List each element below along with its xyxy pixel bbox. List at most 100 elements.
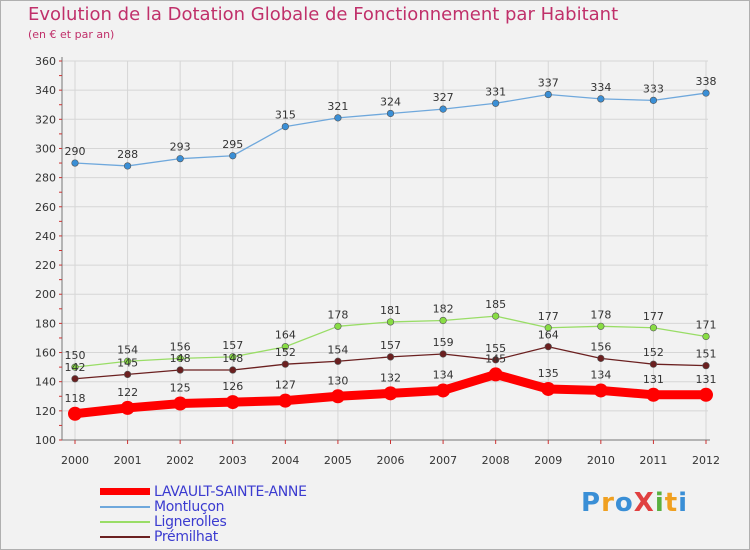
data-label-montlucon-2012: 338 bbox=[696, 75, 717, 88]
data-point-lavault-2004 bbox=[278, 393, 293, 408]
data-label-lignerolles-2005: 178 bbox=[327, 308, 348, 321]
data-label-lavault-2011: 131 bbox=[643, 373, 664, 386]
data-label-lignerolles-2007: 182 bbox=[433, 302, 454, 315]
data-label-premilhat-2011: 152 bbox=[643, 346, 664, 359]
data-label-premilhat-2012: 151 bbox=[696, 348, 717, 361]
data-label-lavault-2006: 132 bbox=[380, 371, 401, 384]
data-point-lignerolles-2011 bbox=[649, 324, 658, 332]
x-tick-label-2009: 2009 bbox=[534, 454, 562, 467]
x-tick-label-2005: 2005 bbox=[324, 454, 352, 467]
data-point-lavault-2002 bbox=[173, 396, 188, 411]
data-point-lavault-2008 bbox=[488, 367, 503, 382]
y-tick-label-320: 320 bbox=[35, 113, 56, 126]
series-lines bbox=[68, 89, 713, 421]
data-point-lavault-2001 bbox=[120, 400, 135, 415]
data-point-lignerolles-2008 bbox=[492, 312, 500, 320]
y-tick-label-220: 220 bbox=[35, 259, 56, 272]
data-point-premilhat-2008 bbox=[492, 356, 500, 364]
data-point-montlucon-2005 bbox=[334, 114, 342, 122]
data-point-lavault-2012 bbox=[699, 387, 713, 402]
data-label-montlucon-2003: 295 bbox=[222, 138, 243, 151]
x-tick-label-2004: 2004 bbox=[271, 454, 299, 467]
data-label-montlucon-2011: 333 bbox=[643, 82, 664, 95]
y-tick-label-260: 260 bbox=[35, 201, 56, 214]
data-point-lignerolles-2005 bbox=[334, 322, 342, 330]
data-point-premilhat-2004 bbox=[281, 360, 289, 368]
data-point-premilhat-2006 bbox=[386, 353, 395, 361]
data-point-premilhat-2000 bbox=[71, 375, 79, 383]
proxiti-logo: ProXiti bbox=[581, 488, 688, 518]
data-labels: 290 288 293 295 315 321 324 327 331 337 334 333 338 1… bbox=[65, 75, 717, 405]
data-point-montlucon-2007 bbox=[439, 105, 447, 113]
data-label-montlucon-2007: 327 bbox=[433, 91, 454, 104]
data-point-montlucon-2002 bbox=[176, 155, 184, 163]
x-tick-label-2003: 2003 bbox=[219, 454, 247, 467]
data-label-lavault-2000: 118 bbox=[65, 392, 86, 405]
data-point-lignerolles-2006 bbox=[386, 318, 395, 326]
data-point-montlucon-2000 bbox=[71, 159, 79, 167]
y-tick-label-160: 160 bbox=[35, 347, 56, 360]
data-label-montlucon-2004: 315 bbox=[275, 109, 296, 122]
data-label-lignerolles-2011: 177 bbox=[643, 310, 664, 323]
data-label-premilhat-2004: 152 bbox=[275, 346, 296, 359]
data-point-premilhat-2007 bbox=[439, 350, 447, 358]
data-point-premilhat-2003 bbox=[229, 366, 237, 374]
data-label-montlucon-2005: 321 bbox=[327, 100, 348, 113]
data-point-lignerolles-2004 bbox=[281, 343, 289, 351]
legend-item-montlucon: Montluçon bbox=[100, 498, 307, 515]
data-label-montlucon-2002: 293 bbox=[170, 141, 191, 154]
data-point-montlucon-2011 bbox=[649, 96, 658, 104]
data-label-lavault-2012: 131 bbox=[696, 373, 717, 386]
legend-label-montlucon: Montluçon bbox=[154, 498, 225, 515]
logo-letter: X bbox=[633, 488, 655, 518]
data-label-lavault-2002: 125 bbox=[170, 382, 191, 395]
data-label-montlucon-2001: 288 bbox=[117, 148, 138, 161]
y-tick-label-200: 200 bbox=[35, 288, 56, 301]
data-label-lignerolles-2010: 178 bbox=[590, 308, 611, 321]
data-label-lavault-2005: 130 bbox=[327, 374, 348, 387]
logo-letter: r bbox=[601, 488, 615, 518]
data-label-montlucon-2008: 331 bbox=[485, 85, 506, 98]
x-tick-label-2007: 2007 bbox=[429, 454, 457, 467]
data-point-premilhat-2009 bbox=[544, 343, 552, 351]
data-label-premilhat-2009: 164 bbox=[538, 329, 559, 342]
y-tick-label-280: 280 bbox=[35, 172, 56, 185]
data-point-premilhat-2001 bbox=[123, 370, 132, 379]
data-point-lignerolles-2000 bbox=[71, 363, 79, 371]
data-point-lavault-2009 bbox=[541, 381, 556, 396]
data-point-montlucon-2009 bbox=[544, 90, 552, 99]
data-label-montlucon-2006: 324 bbox=[380, 95, 401, 108]
logo-letter: i bbox=[654, 488, 665, 518]
data-label-premilhat-2006: 157 bbox=[380, 339, 401, 352]
logo-letter: i bbox=[678, 488, 689, 518]
data-label-premilhat-2000: 142 bbox=[65, 361, 86, 374]
data-point-montlucon-2008 bbox=[492, 99, 500, 107]
y-tick-label-100: 100 bbox=[35, 434, 56, 447]
data-point-lignerolles-2002 bbox=[176, 354, 184, 362]
data-label-montlucon-2000: 290 bbox=[65, 145, 86, 158]
data-point-montlucon-2001 bbox=[123, 162, 132, 170]
data-label-lignerolles-2003: 157 bbox=[222, 339, 243, 352]
data-point-lignerolles-2007 bbox=[439, 316, 447, 325]
data-point-lavault-2006 bbox=[383, 386, 398, 401]
data-label-lavault-2004: 127 bbox=[275, 379, 296, 392]
data-point-lignerolles-2003 bbox=[229, 353, 237, 361]
data-point-lignerolles-2012 bbox=[702, 332, 710, 341]
legend-item-lignerolles: Lignerolles bbox=[100, 514, 307, 530]
data-label-lavault-2001: 122 bbox=[117, 386, 138, 399]
chart-title: Evolution de la Dotation Globale de Fonc… bbox=[28, 4, 619, 25]
data-point-lignerolles-2010 bbox=[597, 322, 605, 330]
legend-label-premilhat: Prémilhat bbox=[154, 528, 218, 545]
legend-swatch-montlucon bbox=[100, 505, 150, 508]
data-point-premilhat-2011 bbox=[649, 360, 658, 368]
data-label-premilhat-2005: 154 bbox=[327, 343, 348, 356]
data-label-premilhat-2003: 148 bbox=[222, 352, 243, 365]
data-point-lavault-2010 bbox=[593, 383, 608, 398]
chart-subtitle: (en € et par an) bbox=[28, 28, 115, 41]
data-point-premilhat-2010 bbox=[597, 354, 605, 362]
data-label-premilhat-2007: 159 bbox=[433, 336, 454, 349]
legend-item-premilhat: Prémilhat bbox=[100, 528, 307, 545]
data-label-premilhat-2002: 148 bbox=[170, 352, 191, 365]
